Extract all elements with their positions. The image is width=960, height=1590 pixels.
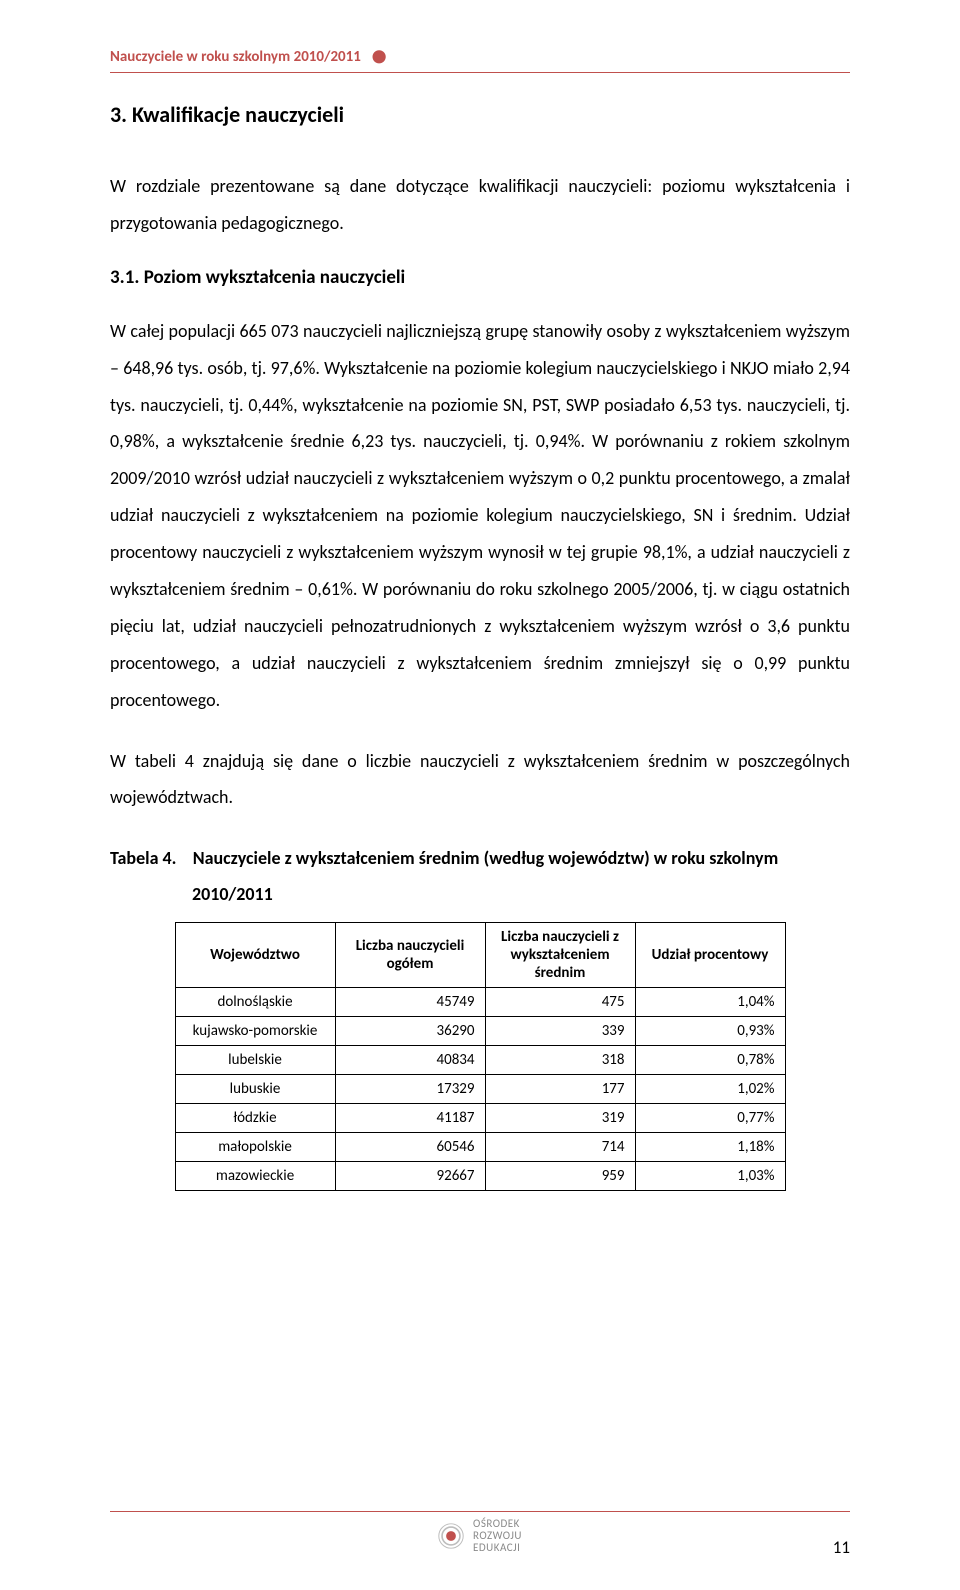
table-cell: kujawsko-pomorskie: [175, 1017, 335, 1046]
table-cell: mazowieckie: [175, 1162, 335, 1191]
table-cell: 319: [485, 1104, 635, 1133]
ore-logo-icon: [438, 1523, 464, 1549]
table-cell: 17329: [335, 1075, 485, 1104]
table-cell: 1,03%: [635, 1162, 785, 1191]
footer-rule: [110, 1511, 850, 1512]
table-cell: 0,77%: [635, 1104, 785, 1133]
footer-logo-line2: ROZWOJU: [473, 1529, 522, 1542]
footer-logo-line3: EDUKACJI: [473, 1541, 520, 1554]
table-cell: 318: [485, 1046, 635, 1075]
table-cell: 1,02%: [635, 1075, 785, 1104]
table-cell: 1,04%: [635, 988, 785, 1017]
table-col-3: Udział procentowy: [635, 923, 785, 988]
header-rule: [110, 72, 850, 73]
table-cell: małopolskie: [175, 1133, 335, 1162]
table-cell: 36290: [335, 1017, 485, 1046]
table-cell: 92667: [335, 1162, 485, 1191]
table-cell: 0,93%: [635, 1017, 785, 1046]
table-col-2: Liczba nauczycieli z wykształceniem śred…: [485, 923, 635, 988]
table-header-row: Województwo Liczba nauczycieli ogółem Li…: [175, 923, 785, 988]
table-4-caption-label: Tabela 4.: [110, 847, 176, 869]
table-cell: lubuskie: [175, 1075, 335, 1104]
table-cell: 714: [485, 1133, 635, 1162]
table-row: dolnośląskie457494751,04%: [175, 988, 785, 1017]
table-cell: dolnośląskie: [175, 988, 335, 1017]
table-cell: 177: [485, 1075, 635, 1104]
page-number: 11: [833, 1537, 850, 1558]
table-cell: 339: [485, 1017, 635, 1046]
table-cell: 40834: [335, 1046, 485, 1075]
running-header-bullet: ●: [364, 52, 387, 60]
footer-logo-line1: OŚRODEK: [473, 1517, 520, 1530]
table-4-caption: Tabela 4. Nauczyciele z wykształceniem ś…: [110, 840, 850, 912]
table-cell: 475: [485, 988, 635, 1017]
table-4-caption-line1: Nauczyciele z wykształceniem średnim (we…: [193, 847, 778, 869]
table-4: Województwo Liczba nauczycieli ogółem Li…: [175, 922, 786, 1191]
subsection-title: 3.1. Poziom wykształcenia nauczycieli: [110, 266, 850, 289]
paragraph-2: W tabeli 4 znajdują się dane o liczbie n…: [110, 743, 850, 817]
table-row: kujawsko-pomorskie362903390,93%: [175, 1017, 785, 1046]
table-cell: 0,78%: [635, 1046, 785, 1075]
paragraph-1: W całej populacji 665 073 nauczycieli na…: [110, 313, 850, 719]
table-cell: 45749: [335, 988, 485, 1017]
page-footer: OŚRODEK ROZWOJU EDUKACJI 11: [110, 1511, 850, 1554]
table-row: łódzkie411873190,77%: [175, 1104, 785, 1133]
table-cell: 60546: [335, 1133, 485, 1162]
section-intro: W rozdziale prezentowane są dane dotyczą…: [110, 168, 850, 242]
table-cell: 1,18%: [635, 1133, 785, 1162]
footer-logo-text: OŚRODEK ROZWOJU EDUKACJI: [473, 1518, 522, 1554]
table-cell: lubelskie: [175, 1046, 335, 1075]
running-header: Nauczyciele w roku szkolnym 2010/2011 ●: [110, 48, 850, 72]
table-4-caption-line2: 2010/2011: [192, 876, 850, 912]
footer-logo: OŚRODEK ROZWOJU EDUKACJI: [110, 1518, 850, 1554]
table-cell: łódzkie: [175, 1104, 335, 1133]
table-col-1: Liczba nauczycieli ogółem: [335, 923, 485, 988]
table-row: mazowieckie926679591,03%: [175, 1162, 785, 1191]
table-cell: 41187: [335, 1104, 485, 1133]
table-row: lubelskie408343180,78%: [175, 1046, 785, 1075]
table-col-0: Województwo: [175, 923, 335, 988]
section-title: 3. Kwalifikacje nauczycieli: [110, 101, 850, 128]
running-header-text: Nauczyciele w roku szkolnym 2010/2011: [110, 48, 361, 66]
table-cell: 959: [485, 1162, 635, 1191]
table-row: małopolskie605467141,18%: [175, 1133, 785, 1162]
table-row: lubuskie173291771,02%: [175, 1075, 785, 1104]
